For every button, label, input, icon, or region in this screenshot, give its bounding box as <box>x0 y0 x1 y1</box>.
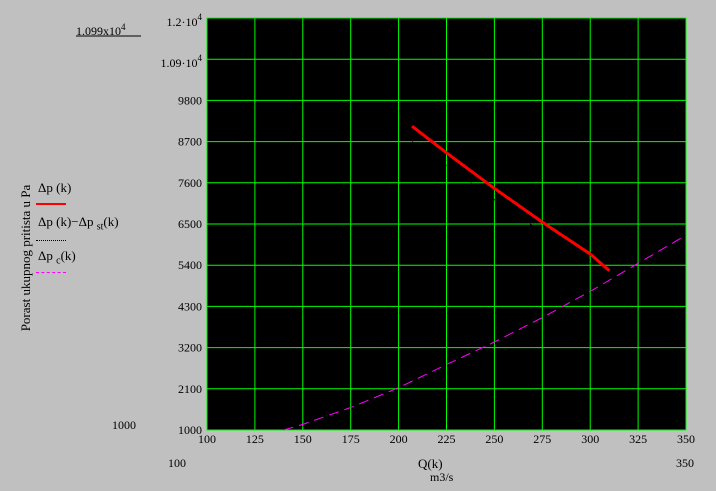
y-tick-label: 7600 <box>178 176 202 190</box>
y-min-label: 1000 <box>112 418 136 432</box>
x-tick-label: 175 <box>342 432 360 446</box>
legend-swatch-dp-minus-dpst <box>36 240 66 241</box>
x-tick-label: 225 <box>438 432 456 446</box>
x-tick-label: 275 <box>533 432 551 446</box>
legend-label-dp: Δp (k) <box>38 180 72 195</box>
y-tick-label: 8700 <box>178 135 202 149</box>
x-tick-label: 325 <box>629 432 647 446</box>
series-line-1 <box>411 125 611 272</box>
y-tick-label: 2100 <box>178 382 202 396</box>
x-tick-label: 100 <box>198 432 216 446</box>
y-tick-label: 6500 <box>178 217 202 231</box>
axis-ticks: 100 125 150 175 200 225 250 275 300 325 350 1000 210… <box>161 12 696 446</box>
y-tick-label: 5400 <box>178 258 202 272</box>
x-tick-label: 350 <box>677 432 695 446</box>
legend-swatch-dpc <box>36 272 66 273</box>
y-max-marker: 1.099x104 <box>76 22 126 38</box>
y-tick-label: 1000 <box>178 423 202 437</box>
y-axis-label: Porast ukupnog pritista u Pa <box>18 184 33 332</box>
x-tick-label: 150 <box>294 432 312 446</box>
x-axis-unit: m3/s <box>430 470 454 484</box>
legend-label-dp-minus-dpst: Δp (k)−Δp st(k) <box>38 214 119 233</box>
x-min-label: 100 <box>168 456 186 470</box>
legend-label-dpc: Δp c(k) <box>38 248 76 267</box>
x-tick-label: 300 <box>581 432 599 446</box>
x-axis-label: Q(k) <box>418 456 443 471</box>
x-tick-label: 250 <box>485 432 503 446</box>
y-tick-label: 1.2·104 <box>167 12 203 29</box>
y-tick-label: 4300 <box>178 299 202 313</box>
y-tick-label: 3200 <box>178 341 202 355</box>
x-tick-label: 200 <box>390 432 408 446</box>
legend-swatch-dp <box>36 203 66 205</box>
x-max-label: 350 <box>676 456 694 470</box>
plot-border <box>206 17 687 431</box>
grid-lines <box>206 17 687 431</box>
y-tick-label: 1.09·104 <box>161 53 203 70</box>
series-line-2 <box>411 141 610 279</box>
x-tick-label: 125 <box>246 432 264 446</box>
series-lines <box>283 125 687 431</box>
y-tick-label: 9800 <box>178 93 202 107</box>
